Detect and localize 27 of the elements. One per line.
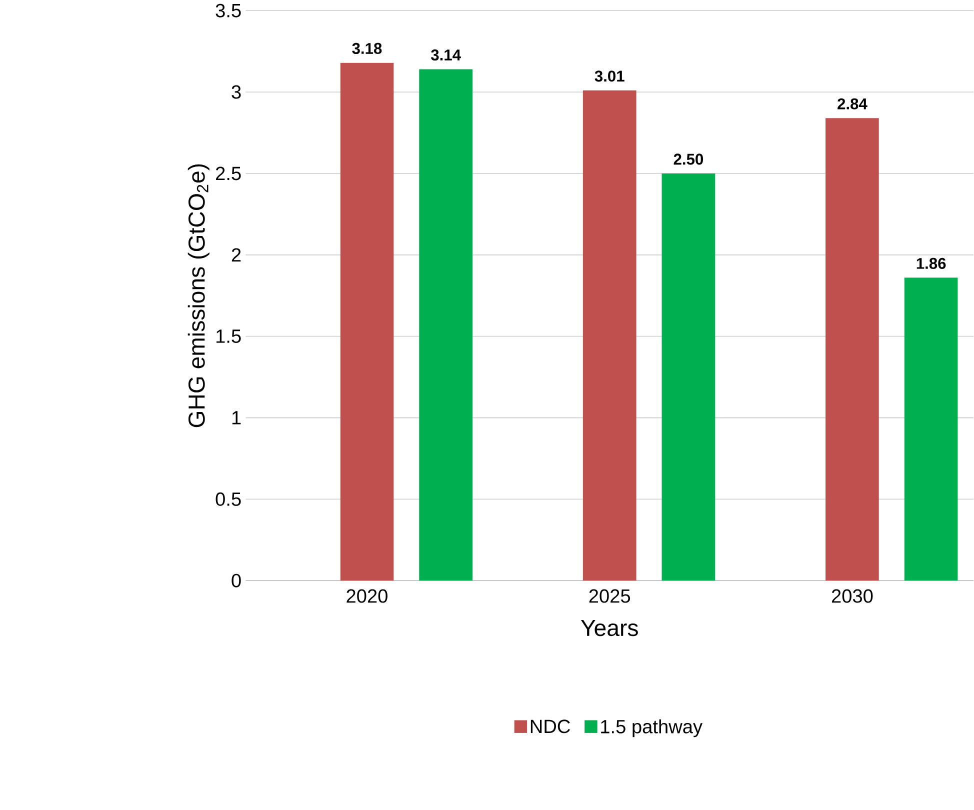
- bar: [582, 90, 636, 580]
- x-tick-label: 2030: [832, 589, 873, 603]
- bar: [904, 278, 958, 580]
- data-label: 1.86: [916, 258, 946, 269]
- y-tick-label: 0.5: [216, 492, 241, 506]
- bar: [419, 69, 473, 580]
- bar: [340, 62, 394, 580]
- data-label: 3.18: [352, 42, 382, 54]
- y-axis-title: GHG emissions (GtCO$_{2}$e): [188, 164, 210, 428]
- x-tick-label: 2020: [346, 589, 388, 603]
- data-label: 2.50: [674, 154, 704, 165]
- x-tick-label: 2025: [589, 589, 630, 603]
- y-tick-label: 3.5: [216, 4, 241, 18]
- data-label: 3.01: [594, 70, 624, 82]
- y-tick-label: 1.5: [216, 330, 241, 343]
- y-tick-label: 2.5: [216, 166, 241, 180]
- bar: [662, 173, 716, 580]
- y-tick-label: 0: [232, 574, 241, 588]
- data-label: 3.14: [431, 49, 461, 60]
- legend-label: NDC: [530, 720, 570, 734]
- y-tick-label: 1: [232, 411, 241, 424]
- legend-label: 1.5 pathway: [601, 719, 702, 738]
- data-label: 2.84: [838, 98, 868, 110]
- y-tick-label: 2: [232, 248, 241, 262]
- bar: [826, 118, 879, 580]
- x-axis-title: Years: [580, 620, 638, 636]
- y-tick-label: 3: [232, 85, 241, 99]
